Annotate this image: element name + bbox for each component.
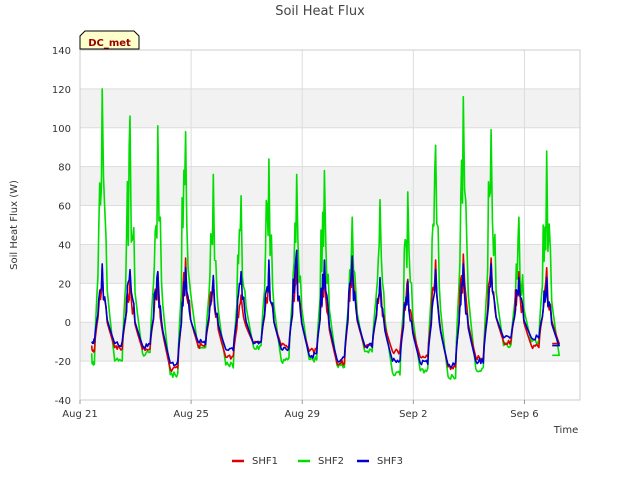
chart-title: Soil Heat Flux <box>275 4 365 19</box>
site-label-badge: DC_met <box>79 30 140 50</box>
y-tick-label: 0 <box>65 318 71 329</box>
y-axis-ticks: -40 -20 0 20 40 60 80 100 120 140 <box>52 46 71 407</box>
x-axis-label: Time <box>553 425 578 436</box>
legend-label-shf1: SHF1 <box>252 456 278 467</box>
y-tick-label: -20 <box>55 357 71 368</box>
legend-label-shf3: SHF3 <box>377 456 403 467</box>
y-axis-label: Soil Heat Flux (W) <box>9 180 20 270</box>
y-tick-label: 80 <box>58 163 71 174</box>
site-label-text: DC_met <box>88 38 131 49</box>
x-tick-label: Sep 2 <box>399 409 427 420</box>
y-tick-label: 40 <box>58 240 71 251</box>
y-tick-label: 100 <box>52 124 71 135</box>
grid-bands <box>80 88 580 362</box>
y-tick-label: 120 <box>52 85 71 96</box>
x-tick-label: Aug 21 <box>62 409 97 420</box>
x-tick-label: Aug 29 <box>285 409 320 420</box>
plot-area-border <box>79 49 581 401</box>
series-lines <box>90 88 560 380</box>
grid-band <box>80 88 580 128</box>
series-line-shf3 <box>91 249 560 369</box>
grid-band <box>80 244 580 284</box>
legend-label-shf2: SHF2 <box>318 456 344 467</box>
y-tick-label: 140 <box>52 46 71 57</box>
y-tick-label: -40 <box>55 396 71 407</box>
x-axis-ticks: Aug 21 Aug 25 Aug 29 Sep 2 Sep 6 <box>62 400 539 420</box>
y-tick-label: 20 <box>58 279 71 290</box>
y-tick-label: 60 <box>58 202 71 213</box>
grid-band <box>80 166 580 206</box>
legend: SHF1 SHF2 SHF3 <box>232 456 403 467</box>
site-label-box <box>79 30 140 50</box>
series-line-shf2 <box>90 88 560 380</box>
x-tick-label: Aug 25 <box>173 409 208 420</box>
x-tick-label: Sep 6 <box>510 409 538 420</box>
